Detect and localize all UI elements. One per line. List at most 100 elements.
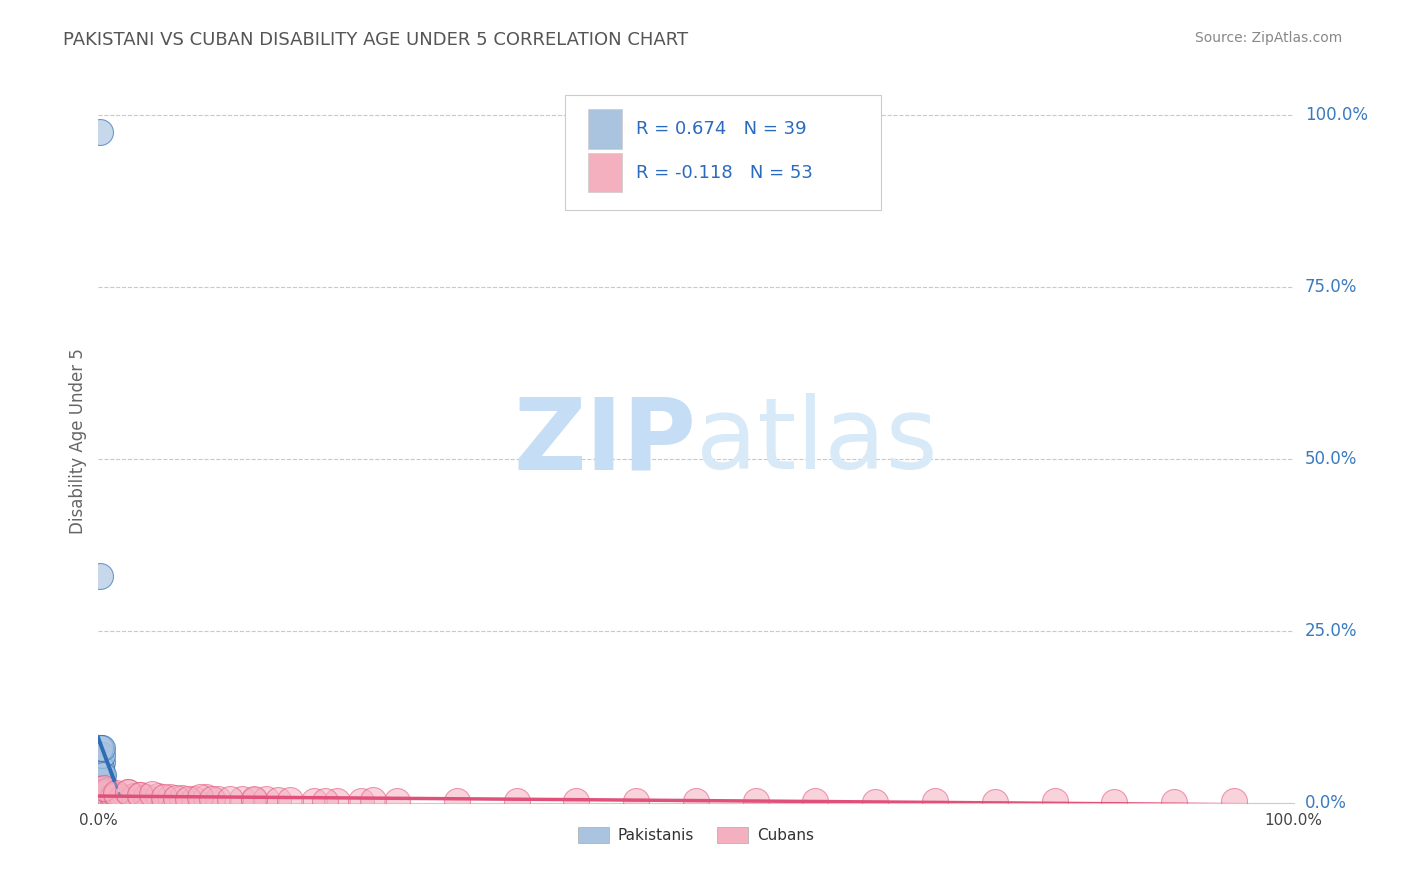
Text: ZIP: ZIP — [513, 393, 696, 490]
Point — [91, 789, 114, 803]
Point — [302, 794, 325, 808]
Text: 25.0%: 25.0% — [1305, 622, 1357, 640]
Point — [90, 761, 112, 775]
Point — [90, 740, 112, 755]
Point — [685, 794, 707, 808]
Point — [804, 794, 827, 808]
Bar — [589, 153, 621, 193]
Point — [108, 794, 131, 808]
Bar — [589, 109, 621, 149]
Point — [111, 794, 134, 808]
Point — [89, 568, 111, 582]
Point — [153, 789, 176, 804]
Point — [207, 792, 229, 806]
Text: R = 0.674   N = 39: R = 0.674 N = 39 — [637, 120, 807, 138]
Point — [91, 775, 114, 789]
Point — [117, 794, 139, 808]
Point — [159, 790, 181, 805]
Point — [865, 795, 887, 809]
Legend: Pakistanis, Cubans: Pakistanis, Cubans — [572, 822, 820, 849]
Point — [1043, 794, 1066, 808]
Point — [105, 786, 128, 800]
Point — [984, 795, 1007, 809]
Point — [89, 747, 111, 762]
Point — [117, 785, 139, 799]
Point — [96, 792, 118, 806]
Point — [94, 792, 117, 806]
Point — [117, 785, 139, 799]
Point — [129, 788, 152, 802]
Point — [267, 793, 290, 807]
Text: PAKISTANI VS CUBAN DISABILITY AGE UNDER 5 CORRELATION CHART: PAKISTANI VS CUBAN DISABILITY AGE UNDER … — [63, 31, 689, 49]
FancyBboxPatch shape — [565, 95, 882, 211]
Point — [446, 794, 468, 808]
Point — [89, 761, 111, 775]
Point — [243, 792, 266, 806]
Point — [924, 794, 946, 808]
Text: 50.0%: 50.0% — [1305, 450, 1357, 467]
Point — [90, 782, 112, 797]
Point — [278, 793, 301, 807]
Text: 75.0%: 75.0% — [1305, 277, 1357, 296]
Text: 0.0%: 0.0% — [1305, 794, 1347, 812]
Point — [98, 792, 121, 806]
Point — [148, 789, 170, 803]
Point — [177, 792, 200, 806]
Point — [93, 792, 115, 806]
Point — [105, 794, 128, 808]
Point — [91, 782, 114, 797]
Point — [172, 791, 194, 805]
Point — [201, 791, 224, 805]
Point — [385, 794, 409, 808]
Point — [231, 791, 253, 805]
Point — [1104, 795, 1126, 809]
Point — [135, 790, 157, 805]
Point — [254, 792, 277, 806]
Point — [91, 755, 114, 769]
Point — [745, 794, 768, 808]
Text: atlas: atlas — [696, 393, 938, 490]
Point — [129, 789, 152, 803]
Point — [183, 791, 205, 805]
Point — [89, 755, 111, 769]
Point — [219, 792, 242, 806]
Point — [90, 775, 112, 789]
Point — [90, 782, 112, 797]
Point — [315, 794, 337, 808]
Point — [326, 794, 349, 808]
Point — [124, 795, 146, 809]
Point — [89, 125, 111, 139]
Point — [93, 780, 115, 795]
Text: Source: ZipAtlas.com: Source: ZipAtlas.com — [1195, 31, 1343, 45]
Point — [135, 795, 157, 809]
Point — [141, 787, 163, 801]
Point — [565, 794, 588, 808]
Text: R = -0.118   N = 53: R = -0.118 N = 53 — [637, 164, 813, 182]
Point — [89, 740, 111, 755]
Point — [243, 793, 266, 807]
Point — [103, 794, 125, 808]
Point — [101, 789, 124, 803]
Point — [91, 768, 114, 782]
Point — [101, 794, 124, 808]
Point — [124, 789, 146, 803]
Y-axis label: Disability Age Under 5: Disability Age Under 5 — [69, 349, 87, 534]
Point — [188, 789, 211, 804]
Point — [1163, 795, 1185, 809]
Point — [91, 768, 114, 782]
Point — [90, 768, 112, 782]
Point — [98, 792, 122, 806]
Point — [91, 747, 114, 762]
Point — [104, 794, 127, 808]
Point — [165, 791, 187, 805]
Point — [101, 794, 124, 808]
Point — [90, 785, 112, 799]
Point — [94, 789, 117, 803]
Point — [105, 788, 128, 802]
Point — [111, 790, 134, 805]
Point — [97, 783, 120, 797]
Point — [93, 789, 115, 803]
Point — [506, 794, 529, 808]
Point — [91, 782, 114, 797]
Text: 100.0%: 100.0% — [1305, 105, 1368, 124]
